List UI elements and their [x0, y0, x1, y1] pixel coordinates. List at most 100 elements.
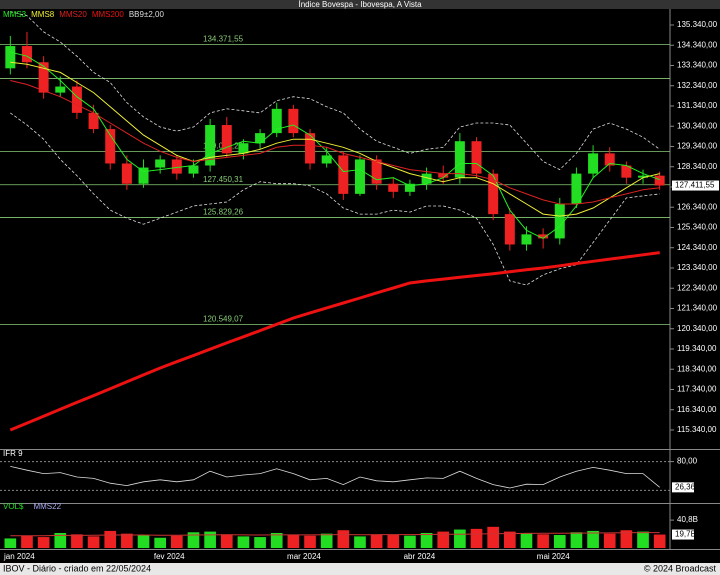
- candle-body: [371, 159, 382, 184]
- x-tick-label: abr 2024: [404, 552, 436, 561]
- y-tick-label: 117.340,00: [677, 385, 717, 394]
- x-tick-label: mai 2024: [537, 552, 570, 561]
- candle-body: [421, 173, 432, 184]
- volume-bar: [454, 529, 466, 548]
- y-tick-label: 133.340,00: [677, 61, 718, 70]
- y-tick-label: 126.340,00: [677, 202, 718, 211]
- footer-left: IBOV - Diário - criado em 22/05/2024: [3, 563, 151, 573]
- legend-label: BB9±2,00: [129, 10, 165, 19]
- candle-body: [38, 62, 49, 93]
- volume-bar: [287, 535, 300, 548]
- volume-bar: [637, 531, 649, 548]
- y-tick-label: 80,00: [677, 457, 698, 466]
- y-tick-label: 129.340,00: [677, 142, 718, 151]
- candle-body: [454, 141, 465, 178]
- candle-body: [504, 214, 515, 245]
- indicator-line: [10, 466, 660, 489]
- volume-bar: [54, 532, 67, 548]
- level-label: 125.829,26: [203, 208, 244, 217]
- candle-body: [571, 173, 582, 204]
- volume-bar: [470, 528, 483, 548]
- level-label: 120.549,07: [203, 315, 244, 324]
- last-value-box: [672, 529, 694, 540]
- volume-bar: [170, 535, 183, 548]
- last-value-label: 19,7B: [675, 530, 696, 539]
- legend-label: MMS8: [31, 10, 55, 19]
- volume-bar: [653, 534, 666, 548]
- y-tick-label: 130.340,00: [677, 121, 718, 130]
- candle-body: [404, 183, 415, 192]
- volume-bar: [4, 538, 17, 548]
- candle-body: [354, 159, 365, 194]
- candle-body: [271, 108, 282, 134]
- title-bar: [0, 0, 720, 9]
- volume-bar: [220, 534, 233, 548]
- candle-body: [305, 133, 316, 164]
- volume-bar: [104, 530, 117, 548]
- volume-bar: [87, 536, 100, 548]
- volume-bar: [270, 532, 283, 548]
- footer-bar: [0, 563, 720, 575]
- level-label: 127.450,31: [203, 175, 244, 184]
- volume-bar: [121, 533, 133, 548]
- volume-bar: [404, 535, 416, 548]
- volume-bar: [354, 536, 366, 548]
- x-tick-label: jan 2024: [3, 552, 35, 561]
- y-tick-label: 132.340,00: [677, 81, 718, 90]
- candle-body: [221, 125, 232, 154]
- volume-bar: [320, 533, 333, 548]
- candle-body: [71, 86, 82, 113]
- candle-body: [438, 173, 449, 178]
- candle-body: [88, 112, 99, 130]
- ma-line: [10, 61, 660, 217]
- legend-label: MMS20: [59, 10, 87, 19]
- candle-body: [55, 86, 66, 93]
- ma-line: [10, 80, 660, 205]
- ma-line: [9, 251, 660, 432]
- x-tick-label: fev 2024: [154, 552, 185, 561]
- y-tick-label: 116.340,00: [677, 405, 717, 414]
- ma-line: [10, 51, 660, 239]
- candle-body: [155, 159, 166, 168]
- volume-bar: [503, 531, 516, 548]
- y-tick-label: 118.340,00: [677, 364, 717, 373]
- footer-right: © 2024 Broadcast: [644, 563, 717, 573]
- y-tick-label: 125.340,00: [677, 223, 718, 232]
- candle-body: [654, 175, 665, 186]
- last-value-label: 26,36: [675, 482, 696, 491]
- y-tick-label: 119.340,00: [677, 344, 717, 353]
- volume-bar: [71, 534, 83, 548]
- y-tick-label: 115.340,00: [677, 425, 717, 434]
- volume-bar: [620, 530, 633, 548]
- level-label: 134.371,55: [203, 35, 244, 44]
- volume-bar: [304, 535, 316, 548]
- candle-body: [171, 159, 182, 174]
- volume-bar: [603, 533, 616, 548]
- candle-body: [321, 155, 332, 164]
- candle-body: [205, 125, 216, 166]
- volume-bar: [337, 530, 350, 548]
- volume-bar: [204, 531, 216, 548]
- candle-body: [338, 155, 349, 194]
- volume-bar: [420, 532, 433, 548]
- y-tick-label: 131.340,00: [677, 101, 718, 110]
- candle-body: [521, 234, 532, 245]
- legend-label: MMS200: [92, 10, 125, 19]
- candle-body: [554, 203, 565, 239]
- volume-bar: [587, 530, 599, 548]
- volume-bar: [487, 526, 500, 548]
- volume-bar: [187, 532, 200, 548]
- volume-bar: [520, 532, 533, 548]
- last-value-box: [672, 180, 719, 191]
- volume-bar: [537, 534, 549, 548]
- panel-title: IFR 9: [3, 449, 23, 458]
- candle-body: [255, 133, 266, 144]
- candle-body: [538, 234, 549, 239]
- y-tick-label: 135.340,00: [677, 20, 718, 29]
- candle-body: [5, 46, 16, 69]
- band-upper: [10, 11, 660, 171]
- volume-bar: [553, 535, 566, 548]
- y-tick-label: 128.340,00: [677, 162, 718, 171]
- y-tick-label: 124.340,00: [677, 243, 718, 252]
